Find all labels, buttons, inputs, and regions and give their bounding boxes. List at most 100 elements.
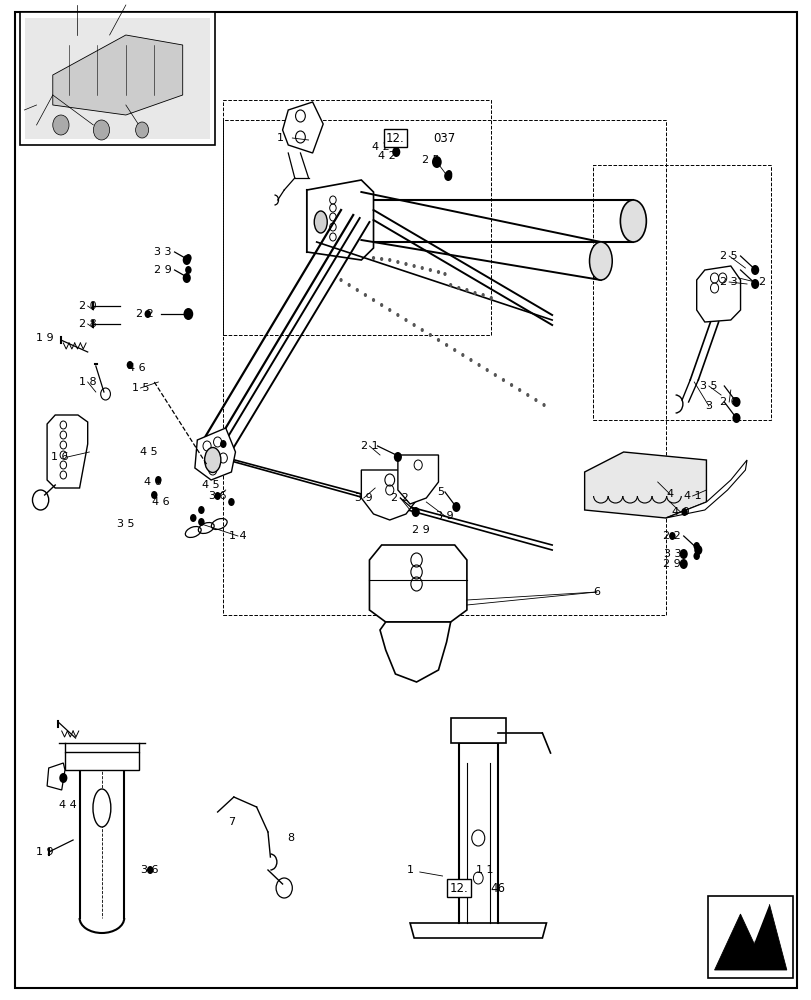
Ellipse shape (314, 211, 327, 233)
Circle shape (680, 508, 687, 516)
Bar (592, 165, 770, 420)
Polygon shape (753, 904, 769, 944)
Text: 4: 4 (666, 489, 672, 499)
Circle shape (668, 532, 675, 540)
Circle shape (431, 156, 441, 168)
Text: 1: 1 (406, 865, 413, 875)
Circle shape (693, 552, 699, 560)
Polygon shape (195, 428, 235, 480)
Circle shape (412, 264, 415, 268)
Text: 12.: 12. (385, 131, 405, 144)
Circle shape (185, 254, 191, 262)
Circle shape (542, 403, 545, 407)
Circle shape (477, 363, 480, 367)
Circle shape (380, 303, 383, 307)
Circle shape (355, 288, 358, 292)
Text: 1 5: 1 5 (131, 383, 149, 393)
Text: 1 4: 1 4 (229, 531, 247, 541)
Circle shape (465, 288, 468, 292)
Bar (65, 752, 139, 770)
Circle shape (444, 343, 448, 347)
Bar (25, 18, 210, 139)
Text: 3 3: 3 3 (153, 247, 171, 257)
Text: 4 5: 4 5 (139, 447, 157, 457)
Circle shape (448, 283, 452, 287)
Circle shape (732, 413, 740, 423)
Polygon shape (47, 415, 88, 488)
Ellipse shape (620, 200, 646, 242)
Text: 1: 1 (277, 133, 283, 143)
Text: 2 9: 2 9 (153, 265, 171, 275)
Text: 2 8: 2 8 (79, 319, 97, 329)
Circle shape (347, 283, 350, 287)
Circle shape (526, 393, 529, 397)
Text: 3: 3 (705, 401, 711, 411)
Text: 2 5: 2 5 (719, 251, 737, 261)
Text: 4 0: 4 0 (671, 507, 689, 517)
Circle shape (190, 514, 196, 522)
Ellipse shape (92, 789, 110, 827)
Circle shape (183, 308, 193, 320)
Circle shape (517, 388, 521, 392)
Polygon shape (397, 455, 438, 504)
Text: 1 8: 1 8 (79, 377, 97, 387)
Circle shape (453, 348, 456, 352)
Circle shape (393, 452, 401, 462)
Polygon shape (369, 545, 466, 622)
Circle shape (380, 257, 383, 261)
Circle shape (93, 120, 109, 140)
Text: 2 2: 2 2 (663, 531, 680, 541)
Circle shape (396, 260, 399, 264)
Circle shape (182, 273, 191, 283)
Circle shape (155, 476, 161, 484)
Polygon shape (380, 622, 450, 682)
Circle shape (214, 492, 221, 500)
Circle shape (452, 502, 460, 512)
Circle shape (182, 255, 191, 265)
Polygon shape (665, 460, 746, 518)
Circle shape (493, 373, 496, 377)
Circle shape (433, 158, 440, 166)
Circle shape (485, 368, 488, 372)
Circle shape (693, 545, 702, 555)
Bar (20, 12, 215, 145)
Text: 4 6: 4 6 (152, 497, 169, 507)
Circle shape (679, 549, 687, 559)
Text: 1 1: 1 1 (475, 865, 493, 875)
Text: 2 2: 2 2 (391, 493, 409, 503)
Text: 4 2: 4 2 (371, 142, 389, 152)
Polygon shape (410, 923, 546, 938)
Text: 12.: 12. (448, 882, 468, 894)
Text: 2: 2 (757, 277, 764, 287)
Text: 3 9: 3 9 (354, 493, 372, 503)
Ellipse shape (204, 448, 221, 473)
Circle shape (473, 291, 476, 295)
Polygon shape (282, 102, 323, 153)
Circle shape (198, 506, 204, 514)
Circle shape (457, 286, 460, 290)
Circle shape (461, 353, 464, 357)
Text: 4 6: 4 6 (144, 477, 161, 487)
Circle shape (363, 293, 367, 297)
Text: 1 9: 1 9 (36, 333, 54, 343)
Circle shape (501, 378, 504, 382)
Text: 3 9: 3 9 (436, 511, 453, 521)
Circle shape (388, 258, 391, 262)
Text: 2 5: 2 5 (421, 155, 439, 165)
Text: 4 6: 4 6 (127, 363, 145, 373)
Circle shape (228, 498, 234, 506)
Circle shape (436, 338, 440, 342)
Circle shape (428, 333, 431, 337)
Circle shape (443, 272, 446, 276)
Polygon shape (714, 904, 786, 970)
Circle shape (534, 398, 537, 402)
Circle shape (420, 328, 423, 332)
Circle shape (198, 518, 204, 526)
Circle shape (135, 122, 148, 138)
Polygon shape (307, 180, 373, 260)
Circle shape (444, 171, 452, 181)
Text: 4 5: 4 5 (202, 480, 220, 490)
Circle shape (392, 147, 400, 157)
Circle shape (59, 773, 67, 783)
Circle shape (509, 383, 513, 387)
